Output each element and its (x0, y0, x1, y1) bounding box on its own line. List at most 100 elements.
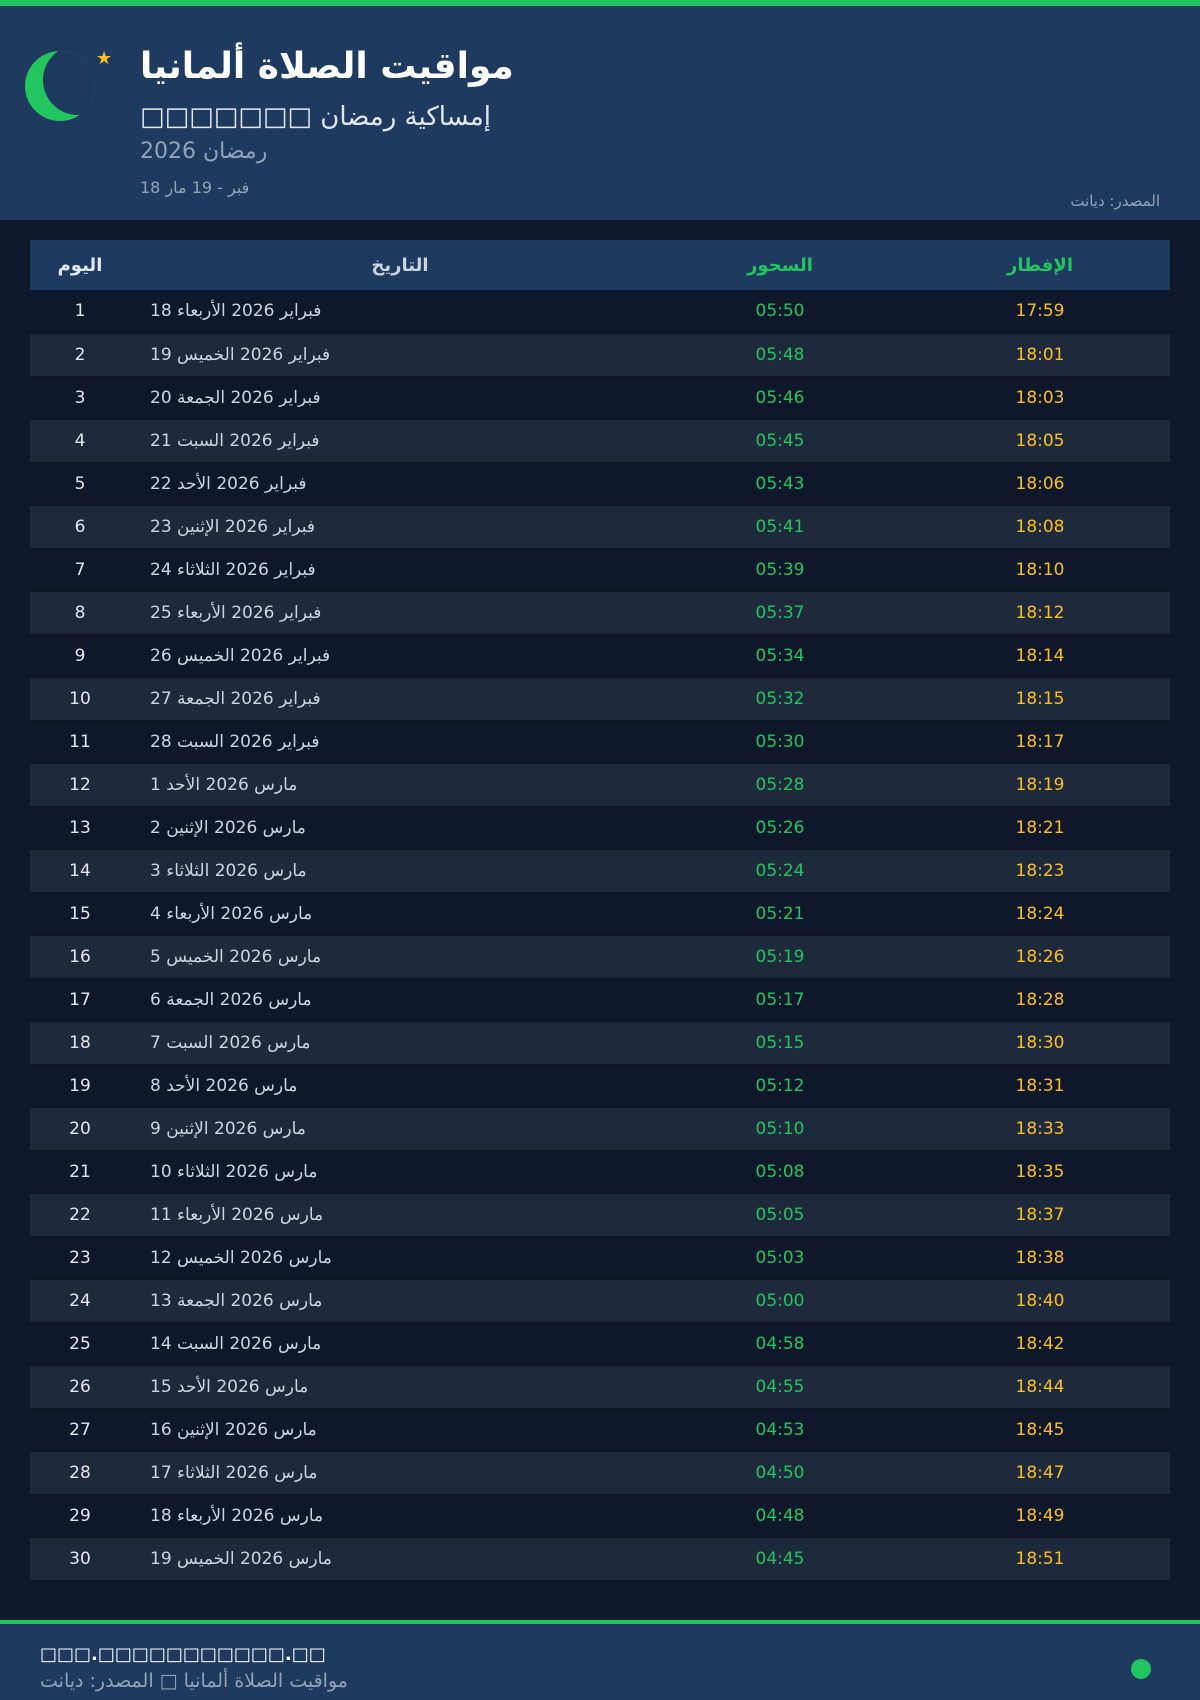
table-header-row: اليوم التاريخ السحور الإفطار (30, 240, 1170, 290)
day-cell: 30 (30, 1537, 130, 1581)
prayer-times-table: اليوم التاريخ السحور الإفطار 1 18 فبراير … (30, 240, 1170, 1581)
table-row: 30 19 مارس 2026 الخميس 04:45 18:51 (30, 1537, 1170, 1581)
date-cell: 18 مارس 2026 الأربعاء (130, 1494, 650, 1538)
suhoor-cell: 05:48 (650, 333, 910, 377)
day-cell: 7 (30, 548, 130, 592)
suhoor-cell: 05:32 (650, 677, 910, 721)
date-range: 18 فبر - 19 مار (140, 178, 250, 197)
date-cell: 4 مارس 2026 الأربعاء (130, 892, 650, 936)
day-cell: 3 (30, 376, 130, 420)
day-cell: 27 (30, 1408, 130, 1452)
table-row: 23 12 مارس 2026 الخميس 05:03 18:38 (30, 1236, 1170, 1280)
suhoor-cell: 05:12 (650, 1064, 910, 1108)
suhoor-cell: 05:15 (650, 1021, 910, 1065)
iftar-cell: 18:42 (910, 1322, 1170, 1366)
page-subtitle: □□□□□□□ إمساكية رمضان (140, 102, 491, 132)
table-row: 11 28 فبراير 2026 السبت 05:30 18:17 (30, 720, 1170, 764)
iftar-cell: 18:12 (910, 591, 1170, 635)
iftar-cell: 18:06 (910, 462, 1170, 506)
day-cell: 18 (30, 1021, 130, 1065)
table-row: 15 4 مارس 2026 الأربعاء 05:21 18:24 (30, 892, 1170, 936)
suhoor-cell: 05:26 (650, 806, 910, 850)
ramadan-year: رمضان 2026 (140, 139, 268, 164)
page-footer: □□□.□□□□□□□□□□□.□□ مواقيت الصلاة ألمانيا… (0, 1620, 1200, 1700)
iftar-cell: 17:59 (910, 290, 1170, 334)
suhoor-cell: 05:08 (650, 1150, 910, 1194)
iftar-cell: 18:40 (910, 1279, 1170, 1323)
table-row: 25 14 مارس 2026 السبت 04:58 18:42 (30, 1322, 1170, 1366)
date-cell: 13 مارس 2026 الجمعة (130, 1279, 650, 1323)
date-cell: 5 مارس 2026 الخميس (130, 935, 650, 979)
day-cell: 24 (30, 1279, 130, 1323)
table-row: 24 13 مارس 2026 الجمعة 05:00 18:40 (30, 1279, 1170, 1323)
day-cell: 26 (30, 1365, 130, 1409)
date-cell: 23 فبراير 2026 الإثنين (130, 505, 650, 549)
page-header: ★ مواقيت الصلاة ألمانيا □□□□□□□ إمساكية … (0, 6, 1200, 220)
day-cell: 16 (30, 935, 130, 979)
day-cell: 21 (30, 1150, 130, 1194)
date-cell: 27 فبراير 2026 الجمعة (130, 677, 650, 721)
suhoor-cell: 05:00 (650, 1279, 910, 1323)
source-label: المصدر: ديانت (1070, 192, 1160, 210)
iftar-cell: 18:23 (910, 849, 1170, 893)
date-cell: 21 فبراير 2026 السبت (130, 419, 650, 463)
date-cell: 1 مارس 2026 الأحد (130, 763, 650, 807)
date-cell: 8 مارس 2026 الأحد (130, 1064, 650, 1108)
table-row: 29 18 مارس 2026 الأربعاء 04:48 18:49 (30, 1494, 1170, 1538)
date-cell: 26 فبراير 2026 الخميس (130, 634, 650, 678)
date-cell: 28 فبراير 2026 السبت (130, 720, 650, 764)
day-cell: 15 (30, 892, 130, 936)
day-cell: 22 (30, 1193, 130, 1237)
header-day: اليوم (30, 240, 130, 290)
date-cell: 19 فبراير 2026 الخميس (130, 333, 650, 377)
iftar-cell: 18:51 (910, 1537, 1170, 1581)
suhoor-cell: 05:34 (650, 634, 910, 678)
date-cell: 3 مارس 2026 الثلاثاء (130, 849, 650, 893)
iftar-cell: 18:45 (910, 1408, 1170, 1452)
header-suhoor: السحور (650, 240, 910, 290)
suhoor-cell: 05:10 (650, 1107, 910, 1151)
day-cell: 12 (30, 763, 130, 807)
date-cell: 24 فبراير 2026 الثلاثاء (130, 548, 650, 592)
suhoor-cell: 04:55 (650, 1365, 910, 1409)
date-cell: 22 فبراير 2026 الأحد (130, 462, 650, 506)
table-row: 6 23 فبراير 2026 الإثنين 05:41 18:08 (30, 505, 1170, 549)
top-accent-bar (0, 0, 1200, 6)
table-row: 26 15 مارس 2026 الأحد 04:55 18:44 (30, 1365, 1170, 1409)
iftar-cell: 18:33 (910, 1107, 1170, 1151)
iftar-cell: 18:14 (910, 634, 1170, 678)
day-cell: 20 (30, 1107, 130, 1151)
date-cell: 9 مارس 2026 الإثنين (130, 1107, 650, 1151)
iftar-cell: 18:15 (910, 677, 1170, 721)
table-row: 12 1 مارس 2026 الأحد 05:28 18:19 (30, 763, 1170, 807)
day-cell: 29 (30, 1494, 130, 1538)
day-cell: 2 (30, 333, 130, 377)
table-row: 27 16 مارس 2026 الإثنين 04:53 18:45 (30, 1408, 1170, 1452)
date-cell: 19 مارس 2026 الخميس (130, 1537, 650, 1581)
table-row: 19 8 مارس 2026 الأحد 05:12 18:31 (30, 1064, 1170, 1108)
iftar-cell: 18:19 (910, 763, 1170, 807)
suhoor-cell: 05:17 (650, 978, 910, 1022)
suhoor-cell: 05:24 (650, 849, 910, 893)
suhoor-cell: 05:03 (650, 1236, 910, 1280)
footer-website[interactable]: □□□.□□□□□□□□□□□.□□ (40, 1644, 326, 1665)
day-cell: 23 (30, 1236, 130, 1280)
iftar-cell: 18:21 (910, 806, 1170, 850)
suhoor-cell: 04:48 (650, 1494, 910, 1538)
status-dot-icon (1131, 1659, 1151, 1679)
page-title: مواقيت الصلاة ألمانيا (140, 46, 514, 87)
suhoor-cell: 05:30 (650, 720, 910, 764)
day-cell: 28 (30, 1451, 130, 1495)
suhoor-cell: 05:45 (650, 419, 910, 463)
iftar-cell: 18:30 (910, 1021, 1170, 1065)
suhoor-cell: 05:46 (650, 376, 910, 420)
date-cell: 10 مارس 2026 الثلاثاء (130, 1150, 650, 1194)
iftar-cell: 18:44 (910, 1365, 1170, 1409)
date-cell: 12 مارس 2026 الخميس (130, 1236, 650, 1280)
crescent-moon-icon (25, 51, 95, 121)
iftar-cell: 18:01 (910, 333, 1170, 377)
table-row: 7 24 فبراير 2026 الثلاثاء 05:39 18:10 (30, 548, 1170, 592)
day-cell: 25 (30, 1322, 130, 1366)
iftar-cell: 18:26 (910, 935, 1170, 979)
footer-text: مواقيت الصلاة ألمانيا □ المصدر: ديانت (40, 1670, 348, 1692)
